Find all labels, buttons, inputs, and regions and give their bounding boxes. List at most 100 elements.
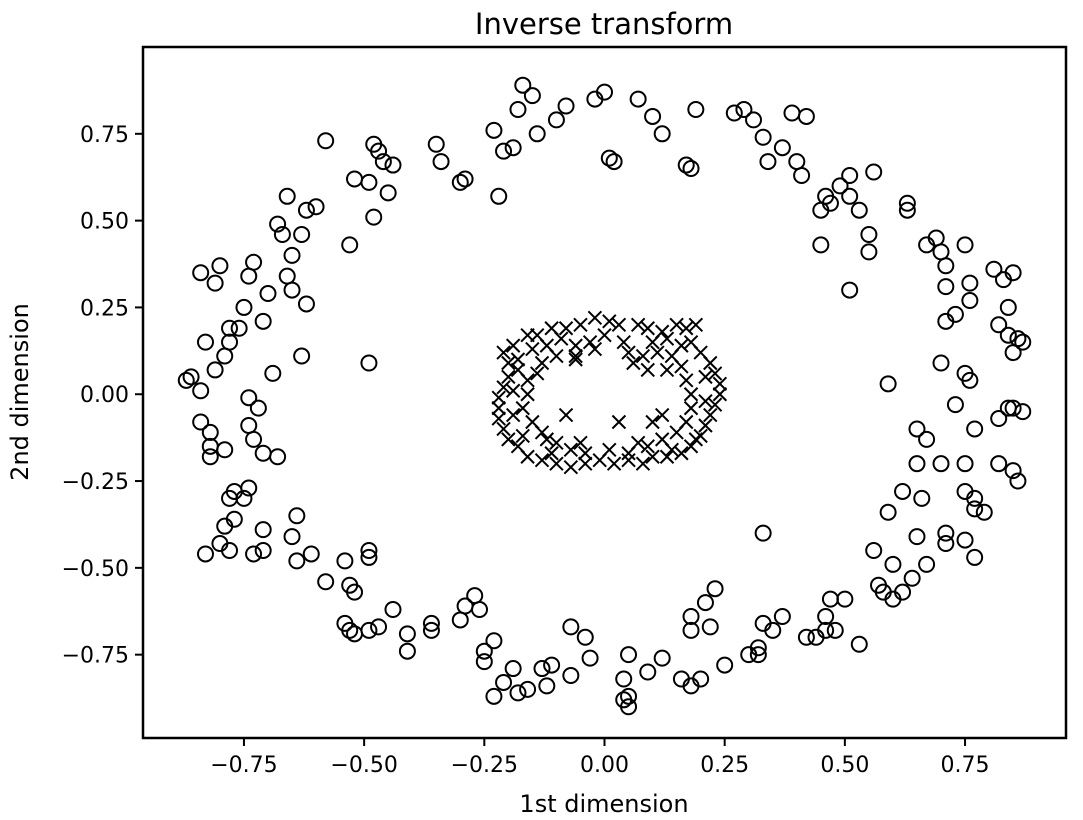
circle-marker-point: [240, 479, 258, 497]
circle-marker-point: [966, 489, 984, 507]
circle-marker-point: [826, 621, 844, 639]
circle-marker-point: [504, 660, 522, 678]
circle-marker-point: [687, 101, 705, 119]
x-marker-point: [679, 373, 694, 388]
circle-marker-point: [528, 125, 546, 143]
circle-marker-point: [865, 163, 883, 181]
circle-marker-point: [360, 354, 378, 372]
x-marker-point: [505, 383, 521, 398]
circle-marker-point: [538, 677, 556, 695]
x-marker-point: [529, 366, 545, 381]
circle-marker-point: [908, 455, 926, 473]
x-marker-point: [549, 435, 564, 451]
x-marker-point: [520, 387, 535, 402]
x-tick-label: −0.25: [451, 753, 518, 778]
circle-marker-point: [956, 236, 974, 254]
circle-marker-point: [196, 333, 214, 351]
circle-marker-point: [235, 489, 253, 507]
circle-marker-point: [615, 670, 633, 688]
x-marker-point: [544, 446, 559, 461]
circle-marker-point: [196, 545, 214, 563]
x-marker-point: [491, 411, 506, 426]
circle-marker-point: [749, 639, 767, 657]
x-marker-point: [534, 355, 550, 371]
x-marker-point: [616, 334, 631, 350]
circle-marker-point: [514, 76, 532, 94]
circle-marker-point: [341, 236, 359, 254]
x-marker-point: [703, 355, 718, 371]
x-marker-point: [510, 352, 526, 367]
x-marker-point: [679, 321, 694, 336]
x-marker-point: [587, 310, 603, 326]
circle-marker-point: [384, 156, 402, 174]
plot-frame: [141, 45, 1068, 740]
x-marker-point: [674, 338, 689, 353]
circle-marker-point: [937, 535, 955, 553]
x-marker-point: [515, 428, 530, 444]
circle-marker-point: [1004, 462, 1022, 480]
circle-marker-point: [192, 264, 210, 282]
x-marker-point: [712, 387, 728, 402]
circle-marker-point: [913, 489, 931, 507]
circle-marker-point: [422, 614, 440, 632]
x-marker-point: [582, 334, 598, 350]
x-marker-point: [654, 407, 670, 423]
x-marker-point: [688, 432, 704, 447]
x-marker-point: [496, 380, 511, 395]
circle-marker-point: [918, 236, 936, 254]
circle-marker-point: [278, 187, 296, 205]
circle-marker-point: [831, 177, 849, 195]
circle-marker-point: [990, 316, 1008, 334]
circle-marker-point: [749, 646, 767, 664]
x-marker-point: [703, 407, 718, 423]
x-marker-point: [635, 456, 651, 471]
x-marker-point: [578, 446, 593, 461]
x-marker-point: [674, 446, 689, 461]
circle-marker-point: [360, 541, 378, 559]
x-marker-point: [534, 425, 550, 440]
x-marker-point: [501, 432, 516, 447]
circle-marker-point: [754, 524, 772, 542]
circle-marker-point: [639, 663, 657, 681]
circle-marker-point: [475, 642, 493, 660]
circle-marker-point: [937, 278, 955, 296]
circle-marker-point: [201, 448, 219, 466]
x-marker-point: [568, 338, 583, 353]
circle-marker-point: [860, 226, 878, 244]
circle-marker-point: [360, 173, 378, 191]
circle-marker-point: [759, 153, 777, 171]
x-marker-point: [659, 362, 675, 378]
circle-marker-point: [725, 104, 743, 122]
circle-marker-point: [273, 226, 291, 244]
circle-marker-point: [894, 482, 912, 500]
x-marker-point: [621, 453, 636, 468]
circle-marker-point: [946, 396, 964, 414]
x-marker-point: [640, 321, 655, 336]
x-marker-point: [640, 362, 655, 378]
circle-marker-point: [918, 430, 936, 448]
circle-marker-point: [293, 347, 311, 365]
y-tick-label: 0.00: [80, 383, 129, 408]
circle-marker-point: [653, 649, 671, 667]
circle-marker-point: [485, 632, 503, 650]
circle-marker-point: [230, 319, 248, 337]
circle-marker-point: [211, 257, 229, 275]
x-marker-point: [688, 317, 704, 332]
x-tick-label: 0.25: [700, 753, 749, 778]
x-marker-point: [683, 387, 699, 402]
circle-marker-point: [221, 541, 239, 559]
x-marker-point: [496, 421, 511, 437]
circle-marker-point: [999, 298, 1017, 316]
circle-marker-point: [192, 413, 210, 431]
circle-marker-point: [432, 153, 450, 171]
circle-marker-point: [797, 107, 815, 125]
circle-marker-point: [177, 371, 195, 389]
circle-marker-point: [696, 594, 714, 612]
circle-marker-point: [288, 552, 306, 570]
data-points: [177, 76, 1032, 716]
circle-marker-point: [961, 371, 979, 389]
y-tick-label: −0.25: [62, 470, 129, 495]
circle-marker-point: [504, 139, 522, 157]
circle-marker-point: [773, 607, 791, 625]
y-tick-label: 0.25: [80, 296, 129, 321]
